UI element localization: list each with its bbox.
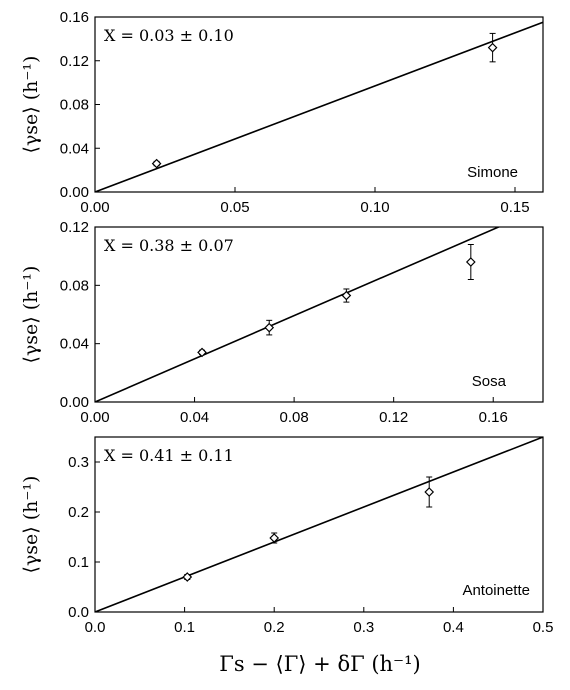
diamond-marker: [197, 347, 207, 358]
panel-name: Simone: [467, 164, 518, 181]
x-tick-label: 0.00: [80, 409, 109, 426]
y-axis-label: ⟨γse⟩ (h⁻¹): [20, 476, 42, 574]
y-tick-label: 0.08: [60, 277, 89, 294]
fit-annotation: X = 0.41 ± 0.11: [104, 446, 234, 465]
y-axis-label: ⟨γse⟩ (h⁻¹): [20, 266, 42, 364]
diamond-marker: [269, 533, 280, 543]
diamond-marker: [151, 158, 162, 169]
y-tick-label: 0.16: [60, 9, 89, 26]
data-point: [424, 476, 435, 508]
x-tick-label: 0.00: [80, 199, 109, 216]
data-point: [465, 244, 476, 280]
y-tick-label: 0.12: [60, 53, 89, 70]
x-tick-label: 0.15: [500, 199, 529, 216]
y-tick-label: 0.04: [60, 336, 89, 353]
diamond-marker: [424, 487, 435, 497]
x-tick-label: 0.3: [353, 619, 374, 636]
x-tick-label: 0.4: [443, 619, 464, 636]
diamond-marker: [341, 290, 352, 301]
data-point: [182, 572, 193, 582]
data-point: [269, 532, 280, 544]
panel-sosa: 0.00 0.04 0.08 0.12 0.16 0.00 0.04 0.08 0.12 X = …: [20, 219, 544, 426]
x-tick-label: 0.16: [479, 409, 508, 426]
diamond-marker: [487, 42, 498, 53]
data-point: [341, 288, 352, 303]
x-tick-label: 0.05: [220, 199, 249, 216]
data-point: [487, 32, 498, 63]
y-tick-label: 0.1: [68, 554, 89, 571]
plot-frame: [94, 436, 544, 613]
panel-name: Sosa: [472, 373, 507, 390]
fit-line: [95, 227, 501, 402]
fit-line: [95, 437, 543, 612]
diamond-marker: [182, 572, 193, 582]
x-axis-label: Γs − ⟨Γ⟩ + δΓ (h⁻¹): [219, 652, 421, 676]
y-tick-label: 0.0: [68, 604, 89, 621]
data-point: [264, 319, 275, 336]
y-tick-label: 0.08: [60, 97, 89, 114]
y-tick-label: 0.00: [60, 394, 89, 411]
diamond-marker: [465, 257, 476, 267]
fit-annotation: X = 0.03 ± 0.10: [104, 26, 234, 45]
y-tick-label: 0.04: [60, 140, 89, 157]
y-tick-label: 0.3: [68, 454, 89, 471]
x-tick-label: 0.5: [533, 619, 554, 636]
x-tick-label: 0.12: [379, 409, 408, 426]
x-tick-label: 0.0: [85, 619, 106, 636]
x-tick-label: 0.04: [180, 409, 209, 426]
panel-antoinette: 0.0 0.1 0.2 0.3 0.4 0.5 0.0 0.1 0.2 0.3 X = 0.41 ±…: [20, 436, 554, 636]
fit-annotation: X = 0.38 ± 0.07: [104, 236, 234, 255]
data-point: [151, 158, 162, 169]
fit-line: [95, 21, 543, 192]
y-axis-label: ⟨γse⟩ (h⁻¹): [20, 56, 42, 154]
x-tick-label: 0.08: [280, 409, 309, 426]
y-tick-label: 0.00: [60, 184, 89, 201]
x-tick-label: 0.10: [360, 199, 389, 216]
data-point: [197, 347, 207, 358]
x-tick-label: 0.1: [174, 619, 195, 636]
diamond-marker: [264, 322, 275, 333]
plot-frame: [94, 226, 544, 403]
y-tick-label: 0.2: [68, 504, 89, 521]
x-tick-label: 0.2: [264, 619, 285, 636]
panel-simone: 0.00 0.05 0.10 0.15 0.00 0.04 0.08 0.12 0.16 X = …: [20, 9, 544, 216]
panel-name: Antoinette: [462, 582, 530, 599]
y-tick-label: 0.12: [60, 219, 89, 236]
